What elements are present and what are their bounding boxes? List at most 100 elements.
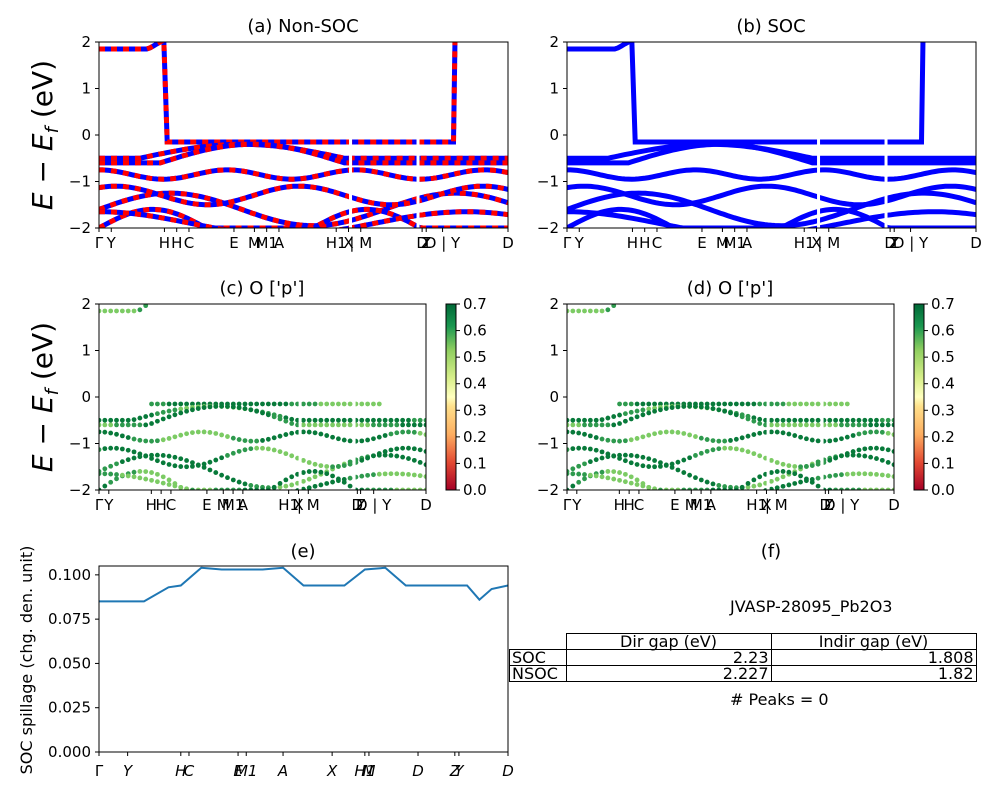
scatter-point xyxy=(137,469,143,474)
scatter-point xyxy=(388,487,394,490)
scatter-point xyxy=(885,447,891,453)
scatter-point xyxy=(786,422,792,428)
scatter-point xyxy=(178,485,184,490)
scatter-point xyxy=(108,463,114,469)
scatter-point xyxy=(862,487,868,490)
scatter-point xyxy=(844,487,850,490)
scatter-point xyxy=(312,401,318,407)
scatter-point xyxy=(137,415,143,421)
scatter-point xyxy=(885,487,891,490)
scatter-point xyxy=(757,453,763,459)
scatter-point xyxy=(844,401,850,407)
scatter-point xyxy=(567,308,570,314)
scatter-point xyxy=(768,458,774,463)
scatter-point xyxy=(722,408,728,414)
scatter-point xyxy=(300,486,306,490)
scatter-point xyxy=(628,480,634,486)
scatter-point xyxy=(160,474,166,480)
scatter-point xyxy=(190,487,195,490)
scatter-point xyxy=(582,308,587,314)
scatter-point xyxy=(417,417,423,423)
colorbar-tick-label: 0.4 xyxy=(463,375,487,393)
scatter-point xyxy=(850,449,856,454)
scatter-point xyxy=(318,422,324,428)
scatter-point xyxy=(605,437,611,443)
scatter-point xyxy=(388,471,394,477)
scatter-point xyxy=(365,472,371,478)
scatter-point xyxy=(704,487,710,490)
plot-frame xyxy=(566,303,895,491)
scatter-point xyxy=(628,409,634,415)
scatter-point xyxy=(324,464,330,469)
scatter-point xyxy=(347,438,353,444)
scatter-point xyxy=(576,417,582,423)
scatter-point xyxy=(125,422,131,428)
scatter-point xyxy=(681,457,687,463)
x-tick-label: A xyxy=(742,234,753,252)
scatter-point xyxy=(207,430,213,435)
scatter-point xyxy=(201,461,207,467)
colorbar-tick-label: 0.2 xyxy=(931,428,955,446)
scatter-point xyxy=(330,464,335,470)
x-tick-label: E xyxy=(202,496,211,514)
scatter-point xyxy=(628,401,634,407)
scatter-point xyxy=(289,453,295,459)
scatter-point xyxy=(567,471,570,477)
scatter-point xyxy=(172,483,178,489)
scatter-point xyxy=(567,422,570,428)
scatter-point xyxy=(300,458,306,463)
scatter-point xyxy=(891,432,894,438)
scatter-point xyxy=(587,472,593,478)
scatter-point xyxy=(722,484,728,489)
scatter-point xyxy=(634,477,640,483)
scatter-point xyxy=(751,415,757,421)
band-line xyxy=(567,167,976,182)
y-tick-label: 0 xyxy=(81,388,91,406)
scatter-point xyxy=(254,438,260,444)
scatter-point xyxy=(400,417,406,423)
x-tick-label: X xyxy=(343,234,353,252)
scatter-point xyxy=(347,461,353,467)
scatter-point xyxy=(582,476,587,482)
scatter-point xyxy=(658,487,663,490)
scatter-point xyxy=(868,454,874,460)
scatter-point xyxy=(388,417,394,423)
scatter-point xyxy=(236,437,242,442)
scatter-point xyxy=(745,401,751,407)
scatter-point xyxy=(300,417,306,423)
scatter-point xyxy=(640,407,646,413)
indir-gap-value: 1.82 xyxy=(770,665,977,682)
scatter-point xyxy=(312,422,318,428)
scatter-point xyxy=(885,473,891,479)
scatter-point xyxy=(312,417,318,423)
scatter-point xyxy=(318,482,324,488)
scatter-point xyxy=(406,422,411,428)
scatter-point xyxy=(108,417,114,423)
scatter-point xyxy=(634,462,640,467)
scatter-point xyxy=(599,474,605,480)
scatter-point xyxy=(599,449,605,455)
scatter-point xyxy=(143,414,149,419)
scatter-point xyxy=(757,482,763,488)
colorbar-tick-label: 0.4 xyxy=(931,375,955,393)
scatter-point xyxy=(768,422,774,428)
scatter-point xyxy=(856,471,862,477)
scatter-point xyxy=(605,451,611,457)
scatter-point xyxy=(371,436,376,442)
scatter-point xyxy=(868,445,874,451)
scatter-point xyxy=(839,401,844,407)
scatter-point xyxy=(768,429,774,435)
scatter-point xyxy=(833,401,839,407)
y-tick-label: −1 xyxy=(537,435,559,453)
x-tick-label: D xyxy=(352,496,364,514)
scatter-point xyxy=(277,481,283,486)
scatter-point xyxy=(283,477,289,483)
scatter-point xyxy=(809,401,815,407)
scatter-point xyxy=(277,401,283,407)
scatter-point xyxy=(827,422,833,428)
scatter-point xyxy=(336,478,341,484)
x-tick-label: A xyxy=(238,496,249,514)
scatter-point xyxy=(178,410,184,416)
scatter-point xyxy=(388,431,394,437)
scatter-point xyxy=(570,417,576,423)
